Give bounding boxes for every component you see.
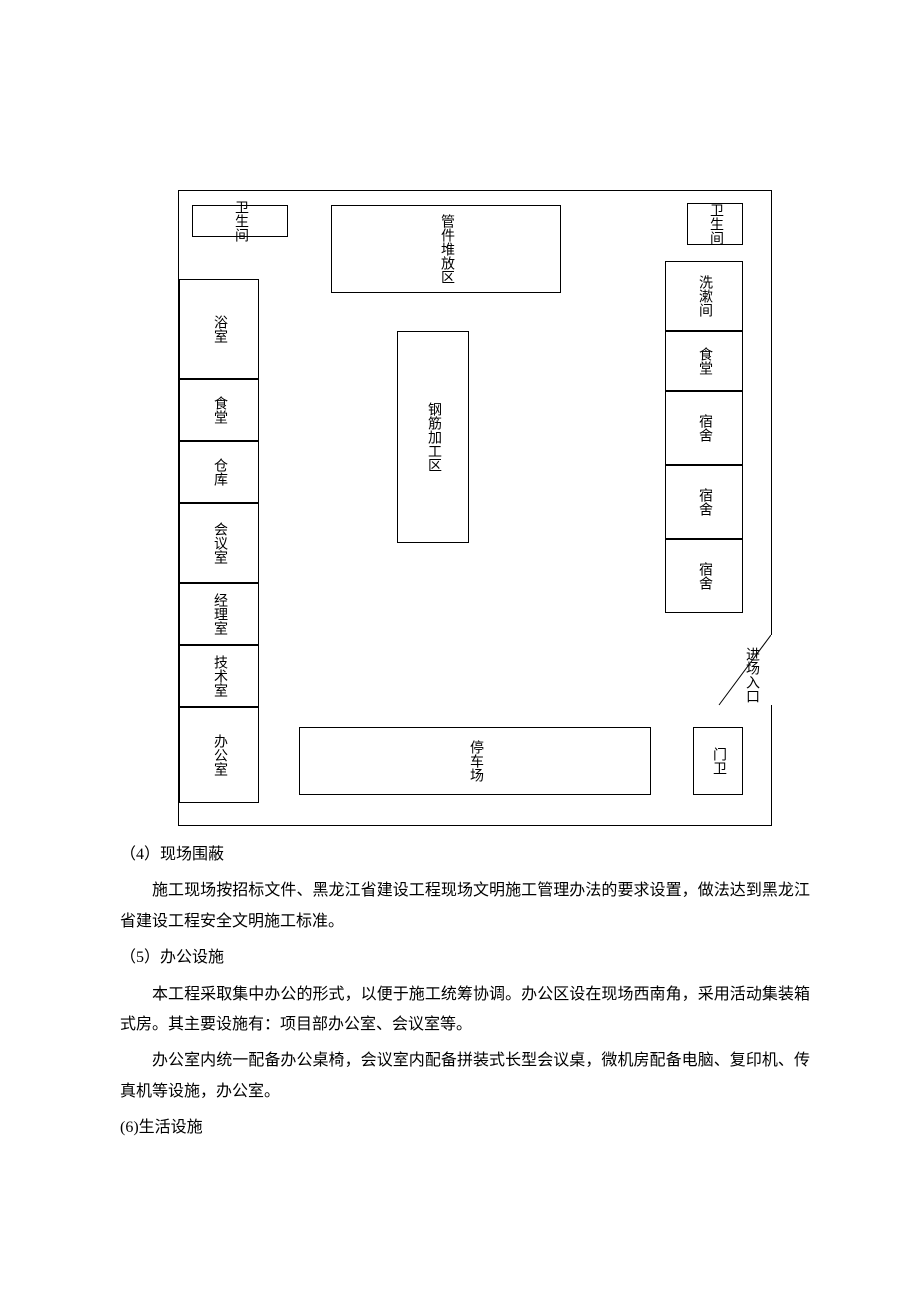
room-label: 停车场	[465, 740, 485, 782]
room-label: 宿舍	[694, 414, 714, 442]
room-label: 钢筋加工区	[423, 402, 443, 472]
document-page: 卫生间卫生间管件堆放区浴室食堂仓库会议室经理室技术室办公室钢筋加工区洗漱间食堂宿…	[0, 0, 920, 1302]
paragraph: 本工程采取集中办公的形式，以便于施工统筹协调。办公区设在现场西南角，采用活动集装…	[120, 980, 810, 1041]
section-heading: (6)生活设施	[120, 1113, 810, 1143]
paragraph: 办公室内统一配备办公桌椅，会议室内配备拼装式长型会议桌，微机房配备电脑、复印机、…	[120, 1046, 810, 1107]
section-heading: （5）办公设施	[120, 943, 810, 973]
room-gatehouse: 门卫	[693, 727, 743, 795]
room-label: 技术室	[209, 655, 229, 697]
room-warehouse: 仓库	[179, 441, 259, 503]
paragraph: 施工现场按招标文件、黑龙江省建设工程现场文明施工管理办法的要求设置，做法达到黑龙…	[120, 876, 810, 937]
document-body: （4）现场围蔽施工现场按招标文件、黑龙江省建设工程现场文明施工管理办法的要求设置…	[120, 840, 810, 1150]
room-toilet-right: 卫生间	[687, 203, 743, 245]
room-label: 管件堆放区	[436, 214, 456, 284]
room-wash-left: 浴室	[179, 279, 259, 379]
room-label: 食堂	[209, 396, 229, 424]
room-office: 办公室	[179, 707, 259, 803]
room-rebar: 钢筋加工区	[397, 331, 469, 543]
room-manager: 经理室	[179, 583, 259, 645]
room-label: 卫生间	[230, 200, 250, 242]
section-heading: （4）现场围蔽	[120, 840, 810, 870]
room-wash-right: 洗漱间	[665, 261, 743, 331]
room-dorm-3: 宿舍	[665, 539, 743, 613]
entry-label: 进场入口	[731, 623, 771, 727]
room-label: 宿舍	[694, 562, 714, 590]
room-canteen-left: 食堂	[179, 379, 259, 441]
room-label: 宿舍	[694, 488, 714, 516]
room-label: 会议室	[209, 522, 229, 564]
room-dorm-1: 宿舍	[665, 391, 743, 465]
room-label: 洗漱间	[694, 275, 714, 317]
room-canteen-right: 食堂	[665, 331, 743, 391]
room-pipe-yard: 管件堆放区	[331, 205, 561, 293]
room-label: 办公室	[209, 734, 229, 776]
room-meeting: 会议室	[179, 503, 259, 583]
room-label: 经理室	[209, 593, 229, 635]
room-parking: 停车场	[299, 727, 651, 795]
room-label: 门卫	[708, 747, 728, 775]
room-tech: 技术室	[179, 645, 259, 707]
room-label: 仓库	[209, 458, 229, 486]
room-label: 浴室	[209, 315, 229, 343]
room-toilet-left: 卫生间	[192, 205, 288, 237]
room-label: 食堂	[694, 347, 714, 375]
site-plan-diagram: 卫生间卫生间管件堆放区浴室食堂仓库会议室经理室技术室办公室钢筋加工区洗漱间食堂宿…	[178, 190, 772, 826]
room-label: 卫生间	[705, 203, 725, 245]
room-dorm-2: 宿舍	[665, 465, 743, 539]
